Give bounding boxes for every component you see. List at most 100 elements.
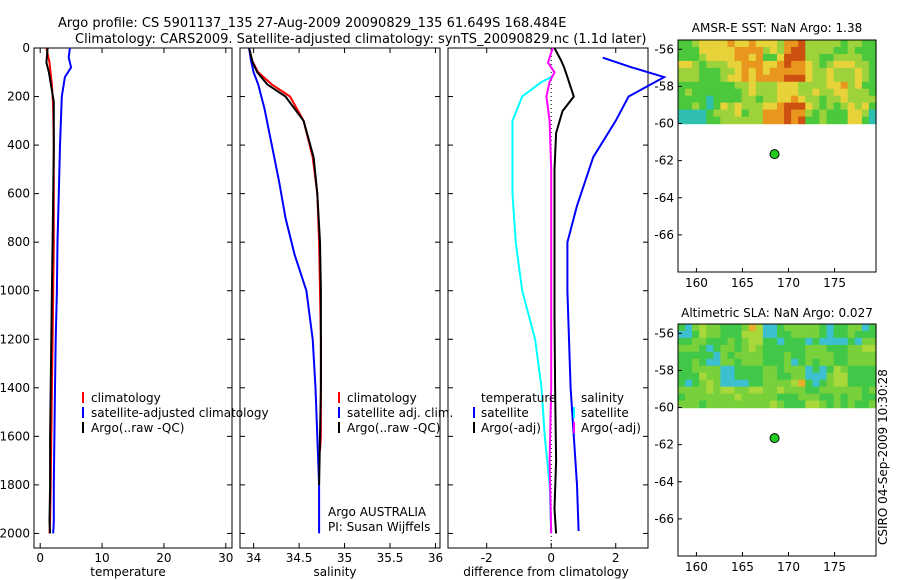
heatmap-cell xyxy=(692,47,700,55)
heatmap-cell xyxy=(699,379,707,388)
heatmap-cell xyxy=(720,379,729,388)
heatmap-cell xyxy=(798,47,806,55)
heatmap-cell xyxy=(706,379,714,388)
heatmap-cell xyxy=(840,74,849,83)
heatmap-cell xyxy=(692,324,700,332)
heatmap-cell xyxy=(833,344,842,353)
heatmap-cell xyxy=(706,88,714,97)
heatmap-cell xyxy=(755,40,764,48)
heatmap-cell xyxy=(713,109,722,118)
heatmap-cell xyxy=(720,53,729,62)
heatmap-cell xyxy=(798,365,806,374)
heatmap-cell xyxy=(819,53,828,62)
heatmap-cell xyxy=(854,60,863,69)
sst-map-title: AMSR-E SST: NaN Argo: 1.38 xyxy=(692,21,862,35)
heatmap-cell xyxy=(741,386,750,395)
heatmap-cell xyxy=(854,324,863,332)
heatmap-cell xyxy=(741,337,750,346)
heatmap-cell xyxy=(812,116,821,125)
y-tick-label: 800 xyxy=(7,235,30,249)
heatmap-cell xyxy=(685,116,693,125)
heatmap-cell xyxy=(847,47,856,55)
heatmap-cell xyxy=(699,331,707,339)
heatmap-cell xyxy=(861,40,870,48)
heatmap-cell xyxy=(678,379,686,388)
heatmap-cell xyxy=(699,344,707,353)
heatmap-cell xyxy=(791,337,799,346)
map-y-tick-label: -66 xyxy=(654,228,674,242)
y-tick-label: 1600 xyxy=(0,429,30,443)
heatmap-cell xyxy=(741,102,750,111)
heatmap-cell xyxy=(699,393,707,402)
heatmap-cell xyxy=(847,81,856,90)
heatmap-cell xyxy=(833,95,842,104)
heatmap-cell xyxy=(791,365,799,374)
heatmap-cell xyxy=(805,81,813,90)
heatmap-cell xyxy=(805,337,813,346)
heatmap-cell xyxy=(777,102,785,111)
heatmap-cell xyxy=(706,331,714,339)
heatmap-cell xyxy=(784,95,792,104)
heatmap-cell xyxy=(762,358,771,367)
heatmap-cell xyxy=(720,358,729,367)
heatmap-cell xyxy=(741,40,750,48)
heatmap-cell xyxy=(791,386,799,395)
heatmap-cell xyxy=(812,88,821,97)
heatmap-cell xyxy=(784,109,792,118)
heatmap-cell xyxy=(833,116,842,125)
heatmap-cell xyxy=(685,393,693,402)
heatmap-cell xyxy=(699,102,707,111)
heatmap-cell xyxy=(727,337,736,346)
heatmap-cell xyxy=(791,95,799,104)
map-x-tick-label: 165 xyxy=(731,560,754,574)
heatmap-cell xyxy=(692,116,700,125)
heatmap-cell xyxy=(833,67,842,76)
series-line-temperature-argo-adj xyxy=(553,47,575,534)
series-line-temperature-satellite xyxy=(566,56,667,532)
heatmap-cell xyxy=(734,40,743,48)
heatmap-cell xyxy=(692,53,700,62)
y-tick-label: 1000 xyxy=(0,284,30,298)
heatmap-cell xyxy=(762,60,771,69)
heatmap-cell xyxy=(748,60,757,69)
heatmap-cell xyxy=(762,379,771,388)
heatmap-cell xyxy=(861,372,870,381)
heatmap-cell xyxy=(798,60,806,69)
heatmap-cell xyxy=(861,47,870,55)
heatmap-cell xyxy=(720,365,729,374)
heatmap-cell xyxy=(840,60,849,69)
heatmap-cell xyxy=(861,67,870,76)
heatmap-cell xyxy=(755,109,764,118)
heatmap-cell xyxy=(748,400,757,409)
heatmap-cell xyxy=(777,400,785,409)
x-tick-label: 20 xyxy=(156,551,171,565)
heatmap-cell xyxy=(713,351,722,360)
sla-map-title: Altimetric SLA: NaN Argo: 0.027 xyxy=(681,306,873,320)
heatmap-cell xyxy=(755,60,764,69)
heatmap-cell xyxy=(769,331,778,339)
heatmap-cell xyxy=(826,74,835,83)
heatmap-cell xyxy=(769,351,778,360)
heatmap-cell xyxy=(741,53,750,62)
heatmap-cell xyxy=(791,102,799,111)
heatmap-cell xyxy=(734,67,743,76)
heatmap-cell xyxy=(861,400,870,409)
heatmap-cell xyxy=(847,102,856,111)
heatmap-cell xyxy=(713,358,722,367)
heatmap-cell xyxy=(805,351,813,360)
heatmap-cell xyxy=(812,47,821,55)
series-line-salinity-argo-adj xyxy=(545,47,556,534)
heatmap-cell xyxy=(819,365,828,374)
heatmap-cell xyxy=(755,400,764,409)
heatmap-cell xyxy=(868,53,877,62)
heatmap-cell xyxy=(840,116,849,125)
heatmap-cell xyxy=(762,372,771,381)
heatmap-cell xyxy=(833,88,842,97)
legend-label: satellite adj. clim. xyxy=(347,406,453,420)
heatmap-cell xyxy=(847,393,856,402)
heatmap-cell xyxy=(748,53,757,62)
heatmap-cell xyxy=(868,386,877,395)
heatmap-cell xyxy=(678,116,686,125)
map-y-tick-label: -62 xyxy=(654,438,674,452)
heatmap-cell xyxy=(798,344,806,353)
